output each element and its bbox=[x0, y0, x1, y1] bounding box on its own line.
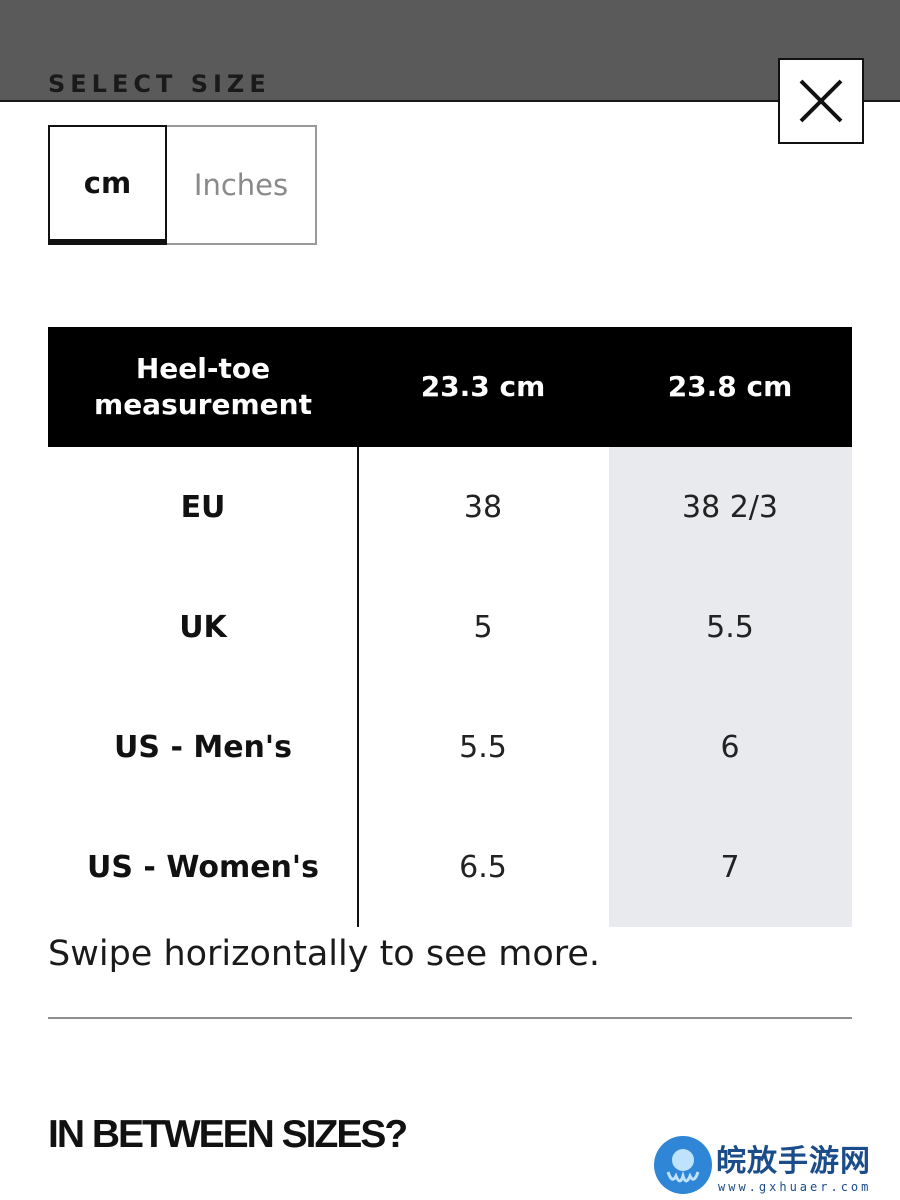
table-row: UK 5 5.5 bbox=[48, 567, 852, 687]
size-conversion-table[interactable]: Heel-toe measurement 23.3 cm 23.8 cm EU … bbox=[48, 327, 852, 927]
size-value: 5 bbox=[473, 609, 493, 645]
table-header-row: Heel-toe measurement 23.3 cm 23.8 cm bbox=[48, 327, 852, 447]
header-label: Heel-toe measurement bbox=[94, 352, 312, 421]
watermark-url: www.gxhuaer.com bbox=[718, 1180, 872, 1194]
table-row: EU 38 38 2/3 bbox=[48, 447, 852, 567]
column-divider bbox=[357, 447, 359, 927]
size-value: 5.5 bbox=[459, 729, 507, 765]
size-value: 38 bbox=[463, 489, 503, 525]
swipe-hint-text: Swipe horizontally to see more. bbox=[48, 934, 601, 974]
unit-option-inches[interactable]: Inches bbox=[167, 125, 317, 245]
table-body: EU 38 38 2/3 UK 5 5.5 US - Men's 5.5 6 U… bbox=[48, 447, 852, 927]
row-label: EU bbox=[180, 489, 226, 525]
size-value: 5.5 bbox=[706, 609, 754, 645]
size-value: 38 2/3 bbox=[682, 489, 778, 525]
section-divider bbox=[48, 1017, 852, 1019]
watermark-text: 皖放手游网 bbox=[716, 1144, 871, 1179]
size-value: 6 bbox=[720, 729, 740, 765]
header-column-1: 23.3 cm bbox=[420, 370, 546, 403]
table-row: US - Men's 5.5 6 bbox=[48, 687, 852, 807]
sheet-title: SELECT SIZE bbox=[48, 70, 271, 98]
row-label: US - Women's bbox=[87, 849, 319, 885]
unit-toggle: cm Inches bbox=[48, 125, 317, 245]
close-button[interactable] bbox=[778, 58, 864, 144]
row-label: US - Men's bbox=[114, 729, 292, 765]
dimmed-background-overlay[interactable] bbox=[0, 0, 900, 100]
unit-option-cm[interactable]: cm bbox=[48, 125, 167, 245]
row-label: UK bbox=[179, 609, 227, 645]
close-icon bbox=[799, 79, 843, 123]
table-row: US - Women's 6.5 7 bbox=[48, 807, 852, 927]
highlighted-column bbox=[609, 447, 852, 927]
size-value: 7 bbox=[720, 849, 740, 885]
size-value: 6.5 bbox=[459, 849, 507, 885]
in-between-sizes-heading: IN BETWEEN SIZES? bbox=[48, 1113, 408, 1156]
header-column-2: 23.8 cm bbox=[667, 370, 793, 403]
octopus-logo-icon bbox=[654, 1136, 712, 1194]
watermark: 皖放手游网 www.gxhuaer.com bbox=[650, 1132, 895, 1198]
